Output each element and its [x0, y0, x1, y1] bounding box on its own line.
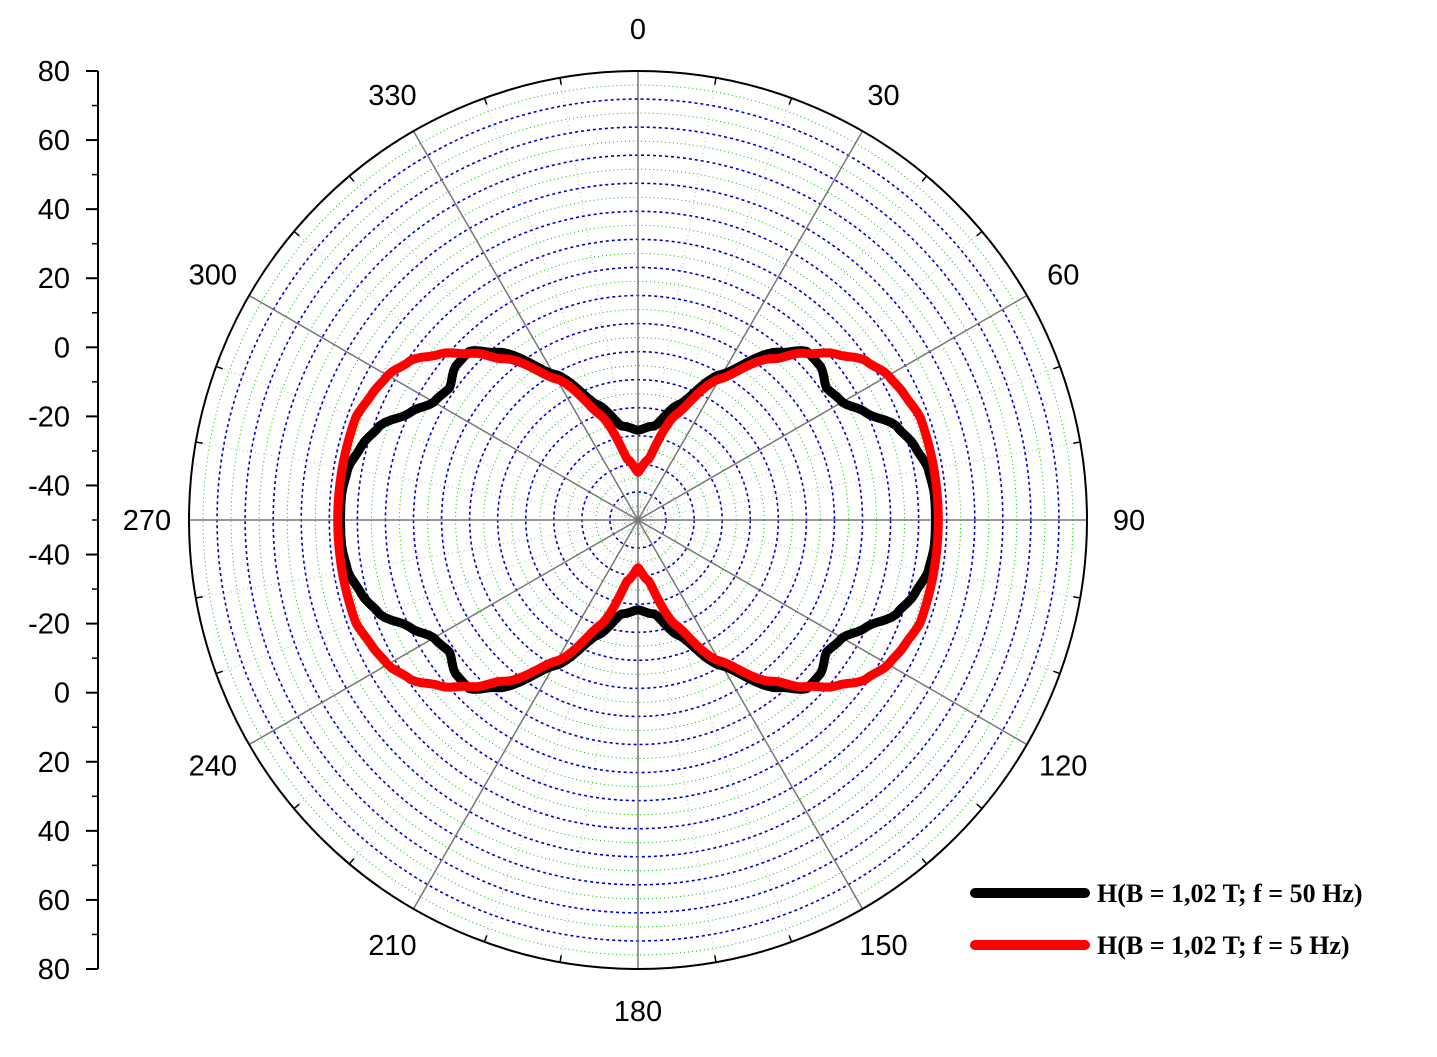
outer-tick — [348, 858, 355, 865]
angular-spoke — [248, 294, 639, 521]
outer-tick — [195, 441, 203, 444]
minor-spoke — [195, 519, 639, 599]
radial-tick-label: -20 — [28, 401, 70, 433]
minor-spoke — [637, 519, 1081, 599]
angular-spoke — [248, 519, 639, 746]
angle-label-210: 210 — [368, 930, 416, 962]
outer-tick — [215, 670, 223, 675]
radial-tick-label: 80 — [38, 56, 70, 88]
outer-tick — [483, 935, 488, 943]
outer-tick — [195, 596, 203, 599]
minor-spoke — [637, 365, 1061, 521]
angular-spoke — [637, 294, 1028, 521]
angular-spoke — [637, 519, 864, 910]
radial-tick-label: 80 — [38, 954, 70, 986]
series-layer — [333, 346, 943, 694]
angle-label-300: 300 — [189, 260, 237, 292]
minor-spoke — [559, 77, 639, 521]
minor-spoke — [293, 231, 639, 521]
outer-tick — [714, 77, 717, 85]
minor-spoke — [483, 519, 639, 943]
outer-tick — [559, 77, 562, 85]
angle-label-60: 60 — [1047, 260, 1079, 292]
radial-tick-label: 40 — [38, 194, 70, 226]
angle-label-240: 240 — [189, 751, 237, 783]
angular-tick-labels: 0 30 60 90 120 150 180 210 240 270 300 330 — [123, 14, 1145, 1028]
outer-tick — [1073, 441, 1081, 444]
radial-tick-label: -40 — [28, 540, 70, 572]
minor-spoke — [637, 519, 793, 943]
angular-spoke — [412, 519, 639, 910]
outer-tick — [215, 365, 223, 370]
outer-tick — [976, 803, 983, 810]
radial-tick-label: 60 — [38, 885, 70, 917]
angle-label-30: 30 — [867, 80, 899, 112]
outer-tick — [293, 230, 300, 237]
minor-spoke — [637, 77, 717, 521]
radial-tick-label: 60 — [38, 125, 70, 157]
series-line-0 — [336, 346, 940, 694]
angle-label-120: 120 — [1039, 751, 1087, 783]
angle-label-90: 90 — [1113, 505, 1145, 537]
outer-tick — [1053, 365, 1061, 370]
outer-tick — [559, 955, 562, 963]
minor-spoke — [637, 231, 983, 521]
outer-tick — [293, 803, 300, 810]
radial-tick-label: 20 — [38, 263, 70, 295]
outer-tick — [1073, 596, 1081, 599]
angular-spoke — [637, 130, 864, 521]
angle-label-330: 330 — [368, 80, 416, 112]
angular-gridlines — [189, 71, 1087, 969]
legend: H(B = 1,02 T; f = 50 Hz) H(B = 1,02 T; f… — [970, 879, 1363, 960]
angle-label-270: 270 — [123, 505, 171, 537]
radial-tick-label: -20 — [28, 609, 70, 641]
radial-tick-label: -40 — [28, 470, 70, 502]
radial-tick-label: 40 — [38, 816, 70, 848]
outer-tick — [921, 858, 928, 865]
angular-spoke — [412, 130, 639, 521]
angular-spoke — [637, 519, 1028, 746]
minor-spoke — [215, 365, 639, 521]
outer-tick — [1053, 670, 1061, 675]
angle-label-150: 150 — [859, 930, 907, 962]
legend-label-50hz: H(B = 1,02 T; f = 50 Hz) — [1097, 879, 1363, 908]
radial-axis: 80 60 40 20 0 -20 -40 -40 -20 0 20 40 60 80 — [28, 56, 99, 986]
outer-tick — [788, 97, 793, 105]
outer-tick — [714, 955, 717, 963]
radial-tick-label: 0 — [54, 678, 70, 710]
legend-label-5hz: H(B = 1,02 T; f = 5 Hz) — [1097, 931, 1350, 960]
outer-tick — [483, 97, 488, 105]
radial-tick-label: 20 — [38, 747, 70, 779]
outer-tick — [921, 175, 928, 182]
outer-tick — [976, 230, 983, 237]
angle-label-0: 0 — [630, 14, 646, 46]
series-line-1 — [333, 348, 943, 692]
radial-tick-label: 0 — [54, 332, 70, 364]
outer-tick — [788, 935, 793, 943]
outer-circle — [188, 70, 1088, 970]
angle-label-180: 180 — [614, 996, 662, 1028]
outer-tick — [348, 175, 355, 182]
